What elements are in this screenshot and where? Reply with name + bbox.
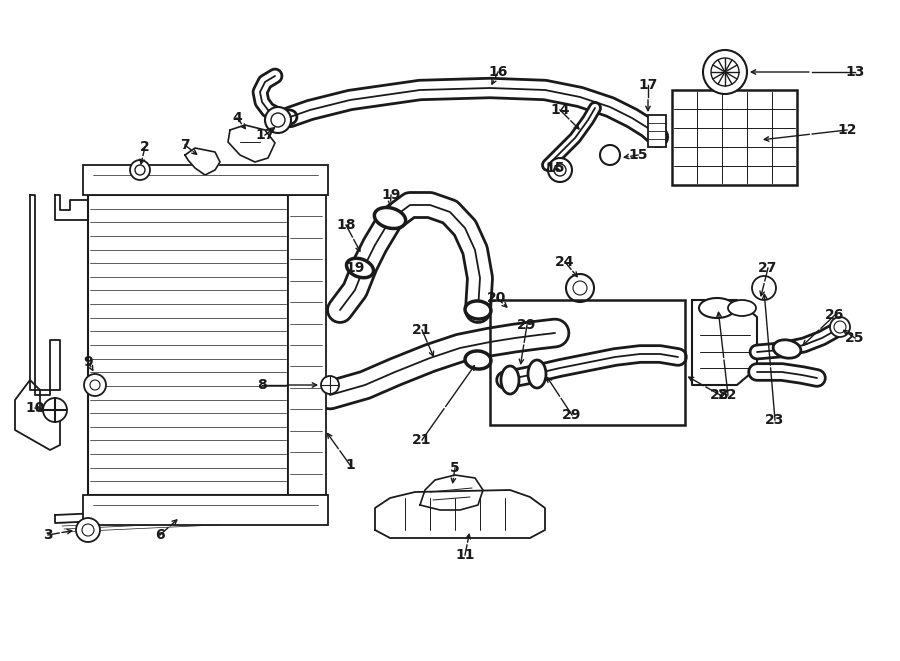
Polygon shape — [55, 195, 90, 220]
Ellipse shape — [346, 258, 374, 278]
Ellipse shape — [374, 208, 406, 229]
Text: 18: 18 — [337, 218, 356, 232]
Circle shape — [90, 380, 100, 390]
Polygon shape — [30, 195, 60, 395]
Bar — [88, 195, 288, 495]
Circle shape — [703, 50, 747, 94]
Text: 19: 19 — [346, 261, 365, 275]
Circle shape — [834, 321, 846, 333]
Ellipse shape — [465, 351, 491, 369]
Text: 8: 8 — [257, 378, 267, 392]
Bar — [83, 165, 328, 195]
Text: 10: 10 — [25, 401, 45, 415]
Polygon shape — [15, 380, 60, 450]
Ellipse shape — [465, 301, 491, 319]
Circle shape — [711, 58, 739, 86]
Text: 15: 15 — [628, 148, 648, 162]
Circle shape — [271, 113, 285, 127]
Ellipse shape — [528, 360, 546, 388]
Text: 1: 1 — [345, 458, 355, 472]
Text: 15: 15 — [545, 161, 565, 175]
Text: 23: 23 — [765, 413, 785, 427]
Circle shape — [82, 524, 94, 536]
Text: 11: 11 — [455, 548, 475, 562]
Bar — [490, 300, 685, 425]
Circle shape — [84, 374, 106, 396]
Circle shape — [76, 518, 100, 542]
Polygon shape — [55, 504, 300, 523]
Text: 22: 22 — [718, 388, 738, 402]
Polygon shape — [228, 125, 275, 162]
Polygon shape — [185, 148, 220, 175]
Circle shape — [43, 398, 67, 422]
Text: 2: 2 — [140, 140, 150, 154]
Ellipse shape — [501, 366, 519, 394]
Text: 7: 7 — [180, 138, 190, 152]
Ellipse shape — [728, 300, 756, 316]
Text: 21: 21 — [412, 323, 432, 337]
Text: 29: 29 — [562, 408, 581, 422]
Circle shape — [573, 281, 587, 295]
Circle shape — [321, 376, 339, 394]
Circle shape — [830, 317, 850, 337]
Circle shape — [265, 107, 291, 133]
Text: 6: 6 — [155, 528, 165, 542]
Bar — [83, 495, 328, 525]
Text: 21: 21 — [412, 433, 432, 447]
Polygon shape — [375, 490, 545, 538]
Text: 16: 16 — [489, 65, 508, 79]
Text: 3: 3 — [43, 528, 53, 542]
Text: 28: 28 — [710, 388, 730, 402]
Text: 9: 9 — [83, 355, 93, 369]
Text: 29: 29 — [518, 318, 536, 332]
Circle shape — [548, 158, 572, 182]
Polygon shape — [420, 475, 483, 510]
Text: 25: 25 — [845, 331, 865, 345]
Text: 14: 14 — [550, 103, 570, 117]
Bar — [648, 115, 666, 147]
Text: 24: 24 — [555, 255, 575, 269]
Text: 20: 20 — [487, 291, 507, 305]
Polygon shape — [692, 300, 757, 385]
Text: 27: 27 — [759, 261, 778, 275]
Circle shape — [566, 274, 594, 302]
Circle shape — [554, 164, 566, 176]
Text: 4: 4 — [232, 111, 242, 125]
Circle shape — [752, 276, 776, 300]
Text: 12: 12 — [837, 123, 857, 137]
Ellipse shape — [773, 340, 801, 358]
Text: 26: 26 — [825, 308, 845, 322]
Bar — [672, 90, 797, 185]
Circle shape — [600, 145, 620, 165]
Text: 17: 17 — [638, 78, 658, 92]
Circle shape — [130, 160, 150, 180]
Text: 13: 13 — [845, 65, 865, 79]
Circle shape — [135, 165, 145, 175]
Text: 5: 5 — [450, 461, 460, 475]
Ellipse shape — [699, 298, 735, 318]
Text: 19: 19 — [382, 188, 400, 202]
Bar — [288, 195, 326, 495]
Text: 17: 17 — [256, 128, 274, 142]
